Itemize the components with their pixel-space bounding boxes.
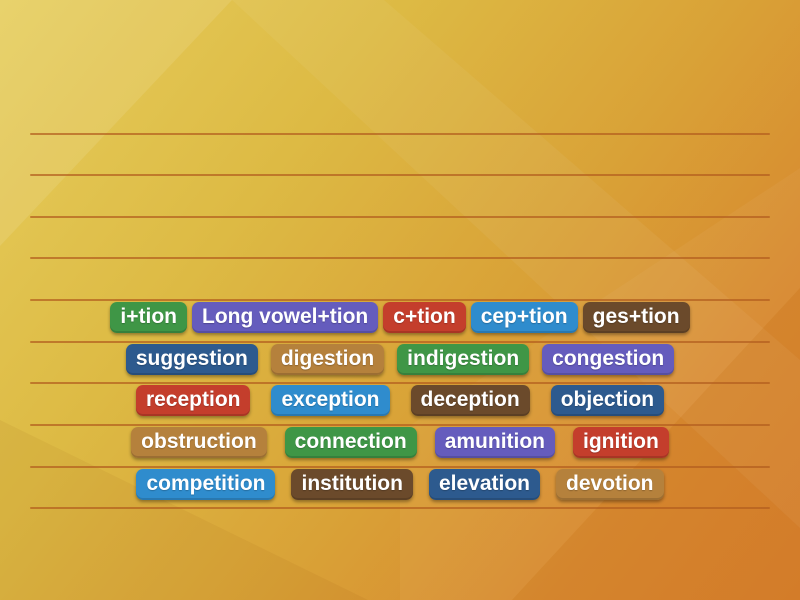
word-tile[interactable]: indigestion [397,343,530,375]
tile-row: obstruction connection amunition ignition [0,427,800,469]
ruled-line [30,132,770,135]
ruled-line [30,465,770,468]
word-tile[interactable]: elevation [428,468,541,500]
word-sort-board: i+tion Long vowel+tion c+tion cep+tion ges+t… [0,302,800,510]
ruled-line [30,382,770,385]
ruled-line [30,174,770,177]
word-tile[interactable]: connection [284,427,417,459]
word-tile[interactable]: digestion [270,343,385,375]
word-tile[interactable]: exception [271,385,390,417]
word-tile[interactable]: c+tion [383,302,466,333]
ruled-line [30,257,770,260]
ruled-line [30,299,770,302]
word-tile[interactable]: competition [136,468,276,500]
word-tile[interactable]: congestion [542,343,675,375]
word-tile[interactable]: i+tion [110,302,188,333]
ruled-line [30,507,770,510]
word-tile[interactable]: Long vowel+tion [192,302,379,333]
tile-row: competition institution elevation devotion [0,468,800,511]
word-tile[interactable]: deception [410,385,530,417]
word-tile[interactable]: suggestion [125,343,258,375]
word-tile[interactable]: cep+tion [470,302,578,333]
word-tile[interactable]: amunition [434,427,556,459]
tile-row: reception exception deception objection [0,385,800,427]
ruled-line [30,340,770,343]
word-tile[interactable]: ignition [573,427,669,459]
ruled-line [30,215,770,218]
word-tile[interactable]: objection [550,385,665,417]
word-tile[interactable]: reception [135,385,251,417]
ruled-line [30,424,770,427]
word-tile[interactable]: devotion [556,468,664,500]
word-tile[interactable]: institution [291,468,413,500]
tile-row: suggestion digestion indigestion congestion [0,343,800,386]
tile-row: i+tion Long vowel+tion c+tion cep+tion ges+t… [0,302,800,344]
word-tile[interactable]: obstruction [131,427,267,459]
word-tile[interactable]: ges+tion [582,302,690,333]
